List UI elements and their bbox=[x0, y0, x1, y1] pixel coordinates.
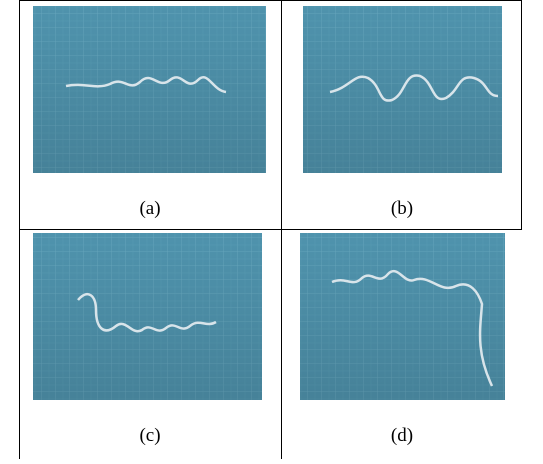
photo-a bbox=[33, 6, 266, 173]
photo-c bbox=[33, 233, 262, 400]
photo-b bbox=[303, 6, 502, 173]
panel-label: (d) bbox=[391, 425, 413, 446]
panel-label: (a) bbox=[139, 198, 160, 219]
table-borders bbox=[19, 0, 522, 459]
panel-label: (c) bbox=[139, 425, 160, 446]
photo-d bbox=[300, 233, 505, 400]
panel-label: (b) bbox=[391, 198, 413, 219]
